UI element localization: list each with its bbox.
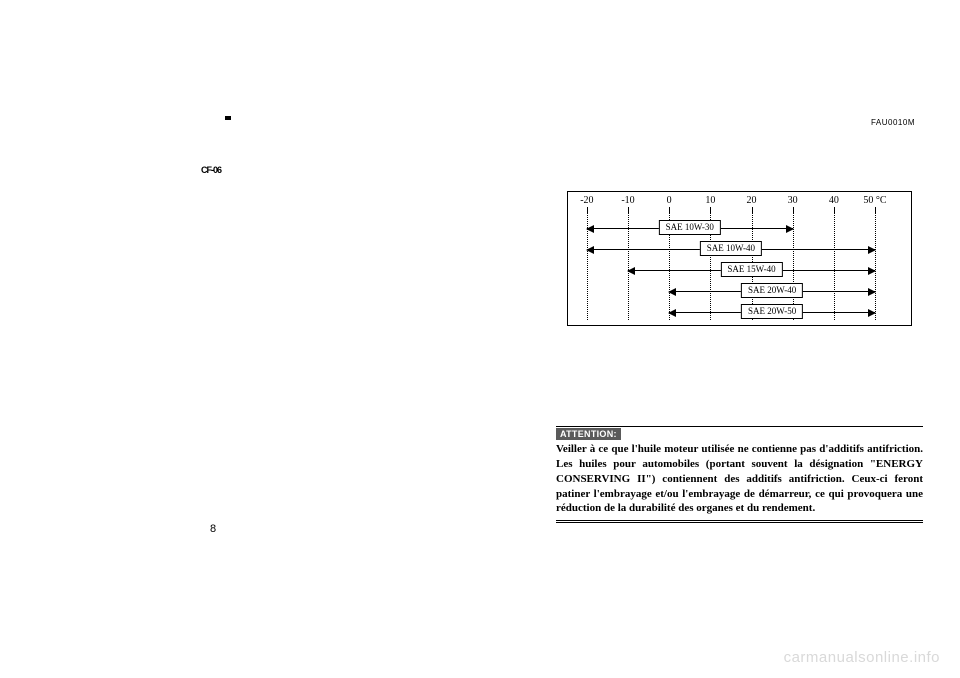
- rule: [556, 426, 923, 427]
- doc-code: FAU0010M: [871, 118, 915, 127]
- bar-label: SAE 10W-40: [700, 241, 762, 256]
- page: FAU0010M CF-06 8 -20 -10 0 10 20 30 40 50 °C SAE…: [0, 0, 960, 678]
- attention-block: ATTENTION: Veiller à ce que l'huile mote…: [556, 425, 923, 524]
- bar-label: SAE 20W-50: [741, 304, 803, 319]
- bar-label: SAE 20W-40: [741, 283, 803, 298]
- attention-body: Veiller à ce que l'huile moteur utilisée…: [556, 442, 923, 516]
- temp-label: 50 °C: [860, 195, 890, 206]
- chart-canvas: -20 -10 0 10 20 30 40 50 °C SAE 10W-30 SAE 10W-40…: [568, 192, 911, 325]
- bar-label: SAE 10W-30: [659, 220, 721, 235]
- oil-grade-bar: SAE 20W-40: [669, 283, 875, 298]
- temp-label: -20: [572, 195, 602, 206]
- oil-grade-bar: SAE 10W-30: [587, 220, 793, 235]
- bar-label: SAE 15W-40: [720, 262, 782, 277]
- left-side-mark: CF-06: [201, 165, 221, 175]
- temp-label: 10: [695, 195, 725, 206]
- temp-label: 0: [654, 195, 684, 206]
- oil-grade-bar: SAE 15W-40: [628, 262, 875, 277]
- temp-label: 20: [737, 195, 767, 206]
- page-number: 8: [210, 523, 216, 535]
- oil-viscosity-chart: -20 -10 0 10 20 30 40 50 °C SAE 10W-30 SAE 10W-40…: [567, 191, 912, 326]
- oil-grade-bar: SAE 20W-50: [669, 304, 875, 319]
- left-bullet-mark: [225, 116, 231, 120]
- temp-label: -10: [613, 195, 643, 206]
- watermark: carmanualsonline.info: [784, 649, 940, 666]
- rule: [556, 522, 923, 523]
- rule: [556, 520, 923, 521]
- attention-tag: ATTENTION:: [556, 428, 621, 440]
- temp-label: 40: [819, 195, 849, 206]
- temp-label: 30: [778, 195, 808, 206]
- oil-grade-bar: SAE 10W-40: [587, 241, 875, 256]
